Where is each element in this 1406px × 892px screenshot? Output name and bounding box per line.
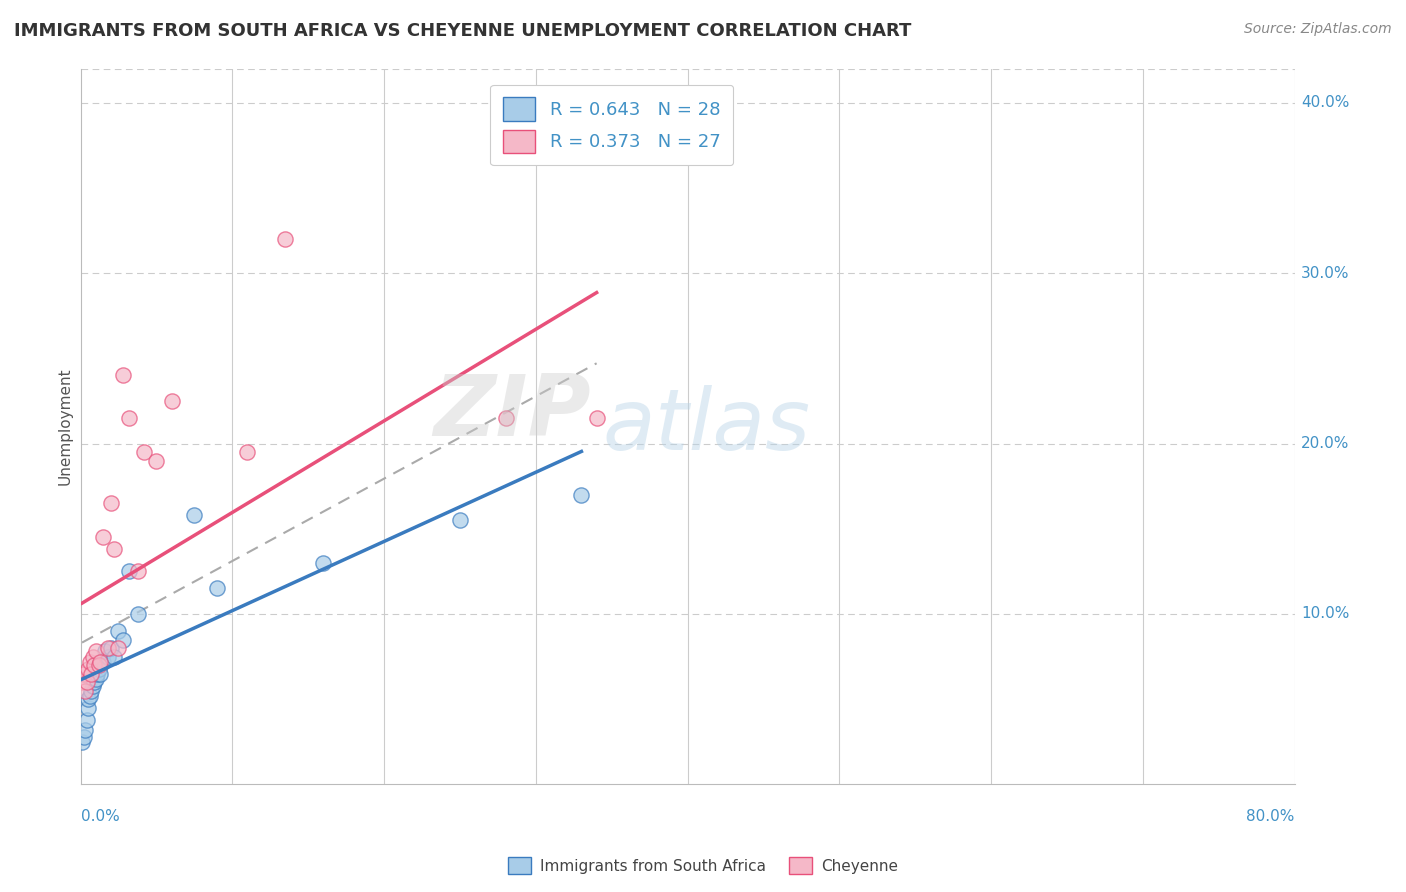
Point [495,411,517,425]
Text: Source: ZipAtlas.com: Source: ZipAtlas.com [1244,22,1392,37]
Text: IMMIGRANTS FROM SOUTH AFRICA VS CHEYENNE UNEMPLOYMENT CORRELATION CHART: IMMIGRANTS FROM SOUTH AFRICA VS CHEYENNE… [14,22,911,40]
Y-axis label: Unemployment: Unemployment [58,368,72,485]
Point [107,624,129,638]
Point [118,411,141,425]
Point [91,530,114,544]
Point [118,565,141,579]
Point [75,683,97,698]
Point [111,632,134,647]
Text: 0.0%: 0.0% [80,810,120,824]
Point [274,232,297,246]
Point [100,641,122,656]
Point [97,641,120,656]
Point [89,666,111,681]
Text: ZIP: ZIP [433,371,591,454]
Point [72,666,94,681]
Point [449,513,471,527]
Point [77,700,100,714]
Point [86,666,108,681]
Point [76,713,98,727]
Point [107,641,129,656]
Point [127,565,149,579]
Point [76,675,98,690]
Point [79,689,101,703]
Point [134,445,156,459]
Point [80,683,103,698]
Point [183,508,205,522]
Point [312,556,335,570]
Text: 10.0%: 10.0% [1301,607,1350,622]
Text: 80.0%: 80.0% [1247,810,1295,824]
Legend: Immigrants from South Africa, Cheyenne: Immigrants from South Africa, Cheyenne [502,851,904,880]
Point [87,661,110,675]
Point [100,496,122,510]
Point [160,393,183,408]
Point [97,649,120,664]
Point [70,675,93,690]
Text: atlas: atlas [603,385,811,468]
Point [585,411,607,425]
Text: 30.0%: 30.0% [1301,266,1350,281]
Text: 40.0%: 40.0% [1301,95,1350,110]
Point [103,542,125,557]
Point [72,730,94,744]
Point [77,661,100,675]
Point [91,655,114,669]
Point [87,658,110,673]
Point [127,607,149,621]
Point [75,723,97,737]
Point [89,655,111,669]
Point [111,368,134,383]
Point [82,679,104,693]
Point [83,658,105,673]
Point [205,582,228,596]
Point [236,445,259,459]
Legend: R = 0.643   N = 28, R = 0.373   N = 27: R = 0.643 N = 28, R = 0.373 N = 27 [491,85,734,165]
Point [80,666,103,681]
Point [103,649,125,664]
Point [82,649,104,664]
Point [83,675,105,690]
Point [94,644,117,658]
Point [79,655,101,669]
Point [70,735,93,749]
Point [77,692,100,706]
Point [571,488,593,502]
Point [84,644,107,658]
Point [145,453,167,467]
Text: 20.0%: 20.0% [1301,436,1350,451]
Point [84,672,107,686]
